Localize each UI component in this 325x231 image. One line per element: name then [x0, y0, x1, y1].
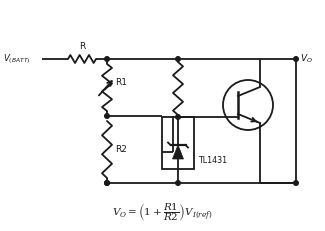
Circle shape	[105, 181, 109, 185]
Text: TL1431: TL1431	[198, 156, 227, 165]
Text: $V_O$: $V_O$	[300, 53, 313, 65]
Circle shape	[105, 181, 109, 185]
Circle shape	[294, 57, 298, 61]
Text: R2: R2	[115, 145, 127, 154]
Text: $V_{(BATT)}$: $V_{(BATT)}$	[3, 52, 31, 66]
Bar	[162, 117, 194, 169]
Circle shape	[105, 57, 109, 61]
Circle shape	[105, 114, 109, 118]
Text: $V_O = \left(1 + \dfrac{R1}{R2}\right)V_{I(ref)}$: $V_O = \left(1 + \dfrac{R1}{R2}\right)V_…	[112, 201, 213, 223]
Polygon shape	[173, 145, 184, 159]
Circle shape	[176, 57, 180, 61]
Circle shape	[294, 181, 298, 185]
Circle shape	[176, 115, 180, 119]
Text: R1: R1	[115, 78, 127, 87]
Circle shape	[176, 181, 180, 185]
Text: R: R	[79, 42, 85, 51]
